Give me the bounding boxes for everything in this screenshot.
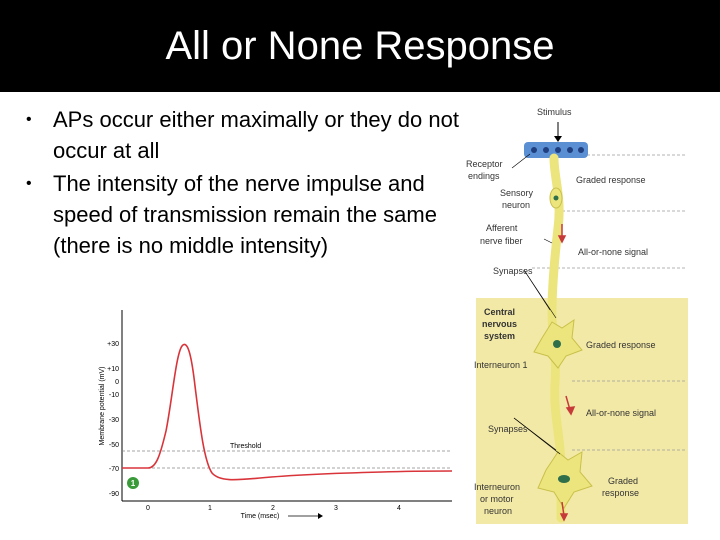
label-motor-neuron: or motor: [480, 494, 514, 504]
signal-arrows: [557, 224, 576, 522]
y-tick: -70: [109, 466, 119, 473]
stimulus-marker: [127, 477, 139, 489]
threshold-label: Threshold: [230, 443, 261, 450]
left-labels: Stimulus Receptor endings Sensory neuron…: [466, 107, 572, 516]
neural-pathway-diagram: Stimulus Receptor endings Sensory neuron…: [466, 107, 688, 524]
label-synapses: Synapses: [493, 266, 533, 276]
bullet-item: • APs occur either maximally or they do n…: [26, 104, 466, 166]
stimulus-arrow: [554, 122, 562, 142]
label-graded-response: Graded: [608, 476, 638, 486]
action-potential-trace: [122, 343, 453, 481]
label-graded-response: Graded response: [586, 340, 656, 350]
x-tick: 2: [271, 505, 275, 512]
x-axis-arrow: [288, 513, 323, 519]
interneuron-nucleus: [553, 340, 561, 348]
pointer-lines: [511, 153, 561, 455]
label-motor-neuron: neuron: [484, 506, 512, 516]
y-tick: +30: [107, 341, 119, 348]
stimulus-marker-label: 1: [131, 479, 136, 488]
y-tick: -30: [109, 417, 119, 424]
title-bar: [0, 0, 720, 92]
label-afferent-fiber: Afferent: [486, 223, 518, 233]
x-tick: 0: [146, 505, 150, 512]
bullet-text: APs occur either maximally or they do no…: [53, 107, 459, 163]
label-all-or-none: All-or-none signal: [578, 247, 648, 257]
label-graded-response: response: [602, 488, 639, 498]
label-receptor: Receptor: [466, 159, 503, 169]
label-motor-neuron: Interneuron: [474, 482, 520, 492]
right-labels: Graded response All-or-none signal Grade…: [576, 175, 656, 498]
y-tick: -10: [109, 392, 119, 399]
bullet-icon: •: [26, 111, 32, 128]
label-graded-response: Graded response: [576, 175, 646, 185]
bullet-item: • The intensity of the nerve impulse and …: [26, 168, 466, 261]
y-tick: 0: [115, 379, 119, 386]
label-cns: Central: [484, 307, 515, 317]
slide-title: All or None Response: [165, 24, 555, 68]
bullet-list: • APs occur either maximally or they do n…: [26, 104, 466, 263]
y-tick: -50: [109, 442, 119, 449]
x-axis-label: Time (msec): [241, 513, 280, 520]
y-axis-label: Membrane potential (mV): [99, 367, 106, 446]
x-tick: 1: [208, 505, 212, 512]
label-cns: system: [484, 331, 515, 341]
label-cns: nervous: [482, 319, 517, 329]
y-tick-labels: +30 +10 0 -10 -30 -50 -70 -90: [107, 341, 119, 498]
label-afferent-fiber: nerve fiber: [480, 236, 523, 246]
x-tick-labels: 0 1 2 3 4: [146, 505, 401, 512]
x-tick: 3: [334, 505, 338, 512]
action-potential-graph: Membrane potential (mV) +30 +10 0 -10 -3…: [99, 310, 453, 520]
receptor-cells: [524, 142, 588, 158]
sensory-nucleus: [553, 195, 559, 201]
y-tick: +10: [107, 366, 119, 373]
y-tick: -90: [109, 491, 119, 498]
label-interneuron-1: Interneuron 1: [474, 360, 528, 370]
label-synapses: Synapses: [488, 424, 528, 434]
label-all-or-none: All-or-none signal: [586, 408, 656, 418]
label-receptor: endings: [468, 171, 500, 181]
label-stimulus: Stimulus: [537, 107, 572, 117]
label-sensory-neuron: Sensory: [500, 188, 534, 198]
bullet-icon: •: [26, 175, 32, 192]
label-sensory-neuron: neuron: [502, 200, 530, 210]
neuron-pathway: [547, 153, 566, 523]
bullet-text: The intensity of the nerve impulse and s…: [53, 171, 437, 258]
motor-nucleus: [558, 475, 570, 483]
x-tick: 4: [397, 505, 401, 512]
